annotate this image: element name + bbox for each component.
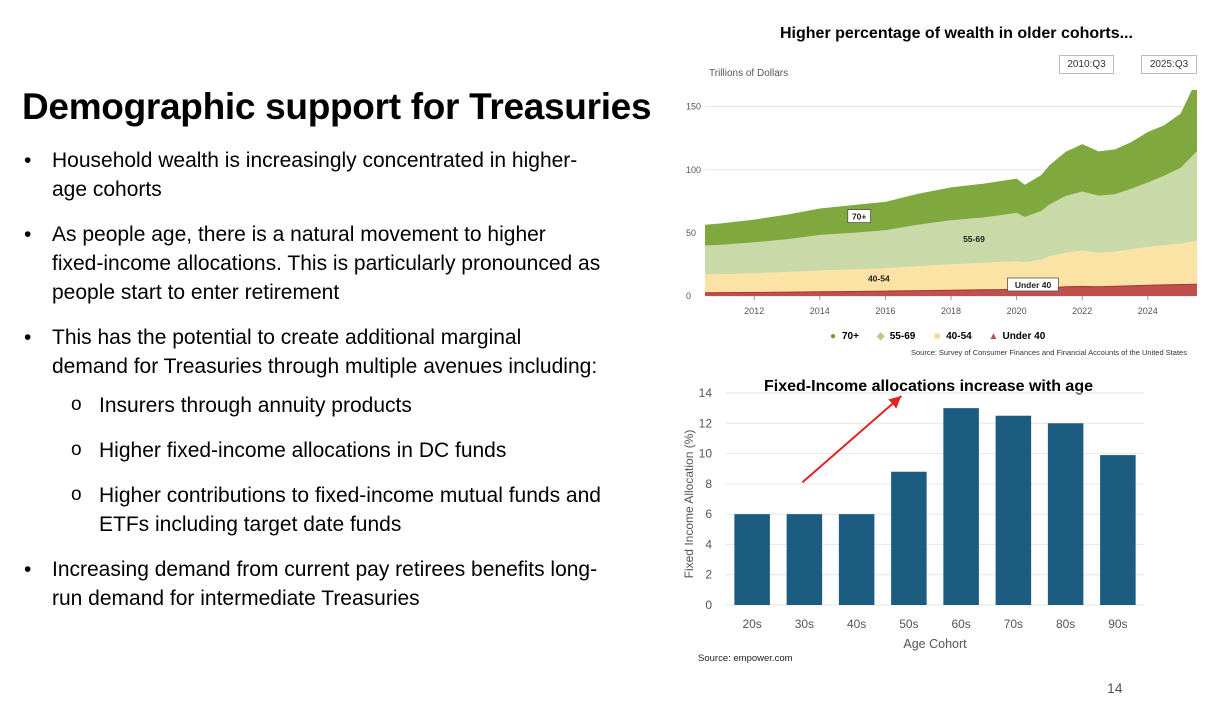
legend-label: 70+ [842, 331, 859, 342]
sub-bullet-item: Insurers through annuity products [52, 390, 602, 420]
allocation-chart-source: Source: empower.com [698, 653, 793, 664]
y-tick-label: 50 [686, 228, 696, 238]
legend-marker-under-40: ▲ [988, 331, 999, 342]
bullet-item: As people age, there is a natural moveme… [22, 220, 602, 307]
area-40-54[interactable] [705, 240, 1197, 293]
bullet-text: Increasing demand from current pay retir… [52, 558, 598, 610]
bar-80s[interactable] [1047, 423, 1084, 605]
bullet-text: This has the potential to create additio… [52, 326, 598, 378]
bullet-item: This has the potential to create additio… [22, 323, 602, 539]
sub-bullet-text: Insurers through annuity products [99, 394, 412, 417]
area-55-69[interactable] [705, 151, 1197, 275]
x-tick-label: 40s [847, 617, 866, 631]
bar-90s[interactable] [1100, 455, 1136, 605]
y-tick-label: 14 [699, 386, 713, 400]
y-tick-label: 2 [705, 568, 712, 582]
x-tick-label: 90s [1108, 617, 1127, 631]
sub-bullet-text: Higher fixed-income allocations in DC fu… [99, 439, 507, 462]
x-tick-label: 70s [1004, 617, 1023, 631]
bar-60s[interactable] [943, 408, 979, 605]
band-label: 55-69 [963, 234, 985, 244]
band-label-box [1007, 277, 1059, 292]
x-tick-label: 2014 [810, 306, 830, 316]
wealth-area-chart: 0 50 100 150 2012 2014 2016 2018 2020 2022 2024 70+… [686, 90, 1198, 316]
legend-item[interactable]: ▲ Under 40 [988, 331, 1046, 342]
legend-label: 40-54 [946, 331, 972, 342]
wealth-chart-unit-label: Trillions of Dollars [709, 68, 789, 79]
wealth-chart-legend: ● 70+ ◆ 55-69 ■ 40-54 ▲ Under 40 [828, 331, 1059, 342]
trend-arrow [801, 395, 902, 484]
band-label: Under 40 [1015, 280, 1052, 290]
bullet-item: Household wealth is increasingly concent… [22, 146, 602, 204]
range-start-box[interactable]: 2010:Q3 [1059, 55, 1114, 74]
sub-bullet-item: Higher fixed-income allocations in DC fu… [52, 435, 602, 465]
band-label-box [847, 209, 871, 223]
x-tick-label: 2016 [875, 306, 895, 316]
legend-label: Under 40 [1002, 331, 1046, 342]
allocation-chart-title: Fixed-Income allocations increase with a… [764, 378, 1093, 395]
y-tick-label: 4 [705, 537, 712, 551]
bar-70s[interactable] [995, 415, 1032, 605]
y-tick-label: 6 [705, 507, 712, 521]
wealth-chart-title: Higher percentage of wealth in older coh… [780, 25, 1133, 42]
bar-20s[interactable] [734, 514, 770, 605]
slide-title: Demographic support for Treasuries [22, 86, 652, 127]
bar-40s[interactable] [838, 514, 875, 605]
x-tick-label: 2020 [1007, 306, 1027, 316]
legend-marker-40-54: ■ [934, 331, 941, 342]
legend-item[interactable]: ◆ 55-69 [876, 331, 916, 342]
band-label: 70+ [852, 212, 866, 222]
x-tick-label: 2018 [941, 306, 961, 316]
area-70-plus[interactable] [705, 90, 1197, 246]
sub-bullet-list: Insurers through annuity products Higher… [52, 390, 602, 539]
y-tick-label: 10 [699, 447, 713, 461]
range-end-box[interactable]: 2025:Q3 [1141, 55, 1197, 74]
y-tick-label: 150 [686, 102, 701, 112]
x-tick-label: 50s [899, 617, 918, 631]
wealth-chart-source: Source: Survey of Consumer Finances and … [911, 348, 1187, 357]
legend-item[interactable]: ● 70+ [828, 331, 859, 342]
bullet-list: Household wealth is increasingly concent… [22, 146, 602, 629]
x-tick-label: 2012 [744, 306, 764, 316]
x-tick-label: 30s [795, 617, 814, 631]
band-label: 40-54 [868, 273, 890, 283]
legend-marker-55-69: ◆ [876, 331, 885, 342]
x-axis-label: Age Cohort [903, 637, 967, 651]
legend-item[interactable]: ■ 40-54 [932, 331, 972, 342]
legend-label: 55-69 [889, 331, 916, 342]
y-tick-label: 0 [686, 291, 691, 301]
bar-30s[interactable] [786, 514, 823, 605]
bullet-item: Increasing demand from current pay retir… [22, 555, 602, 613]
bullet-text: Household wealth is increasingly concent… [52, 149, 578, 201]
bullet-text: As people age, there is a natural moveme… [52, 223, 601, 304]
y-tick-label: 8 [705, 477, 712, 491]
allocation-bar-chart: 0 2 4 6 8 10 12 14 20s 30s 40s 50s 60s 70s 80s 90s Age C… [682, 386, 1144, 651]
page-number: 14 [1107, 680, 1123, 696]
y-tick-label: 12 [699, 416, 713, 430]
y-axis-label: Fixed Income Allocation (%) [682, 430, 696, 579]
x-tick-label: 60s [951, 617, 970, 631]
y-tick-label: 0 [705, 598, 712, 612]
x-tick-label: 80s [1056, 617, 1075, 631]
x-tick-label: 20s [742, 617, 761, 631]
sub-bullet-text: Higher contributions to fixed-income mut… [99, 484, 601, 536]
y-tick-label: 100 [686, 165, 701, 175]
bar-50s[interactable] [891, 471, 927, 605]
x-tick-label: 2024 [1138, 306, 1158, 316]
sub-bullet-item: Higher contributions to fixed-income mut… [52, 480, 602, 539]
legend-marker-70-plus: ● [829, 331, 837, 342]
x-tick-label: 2022 [1072, 306, 1092, 316]
